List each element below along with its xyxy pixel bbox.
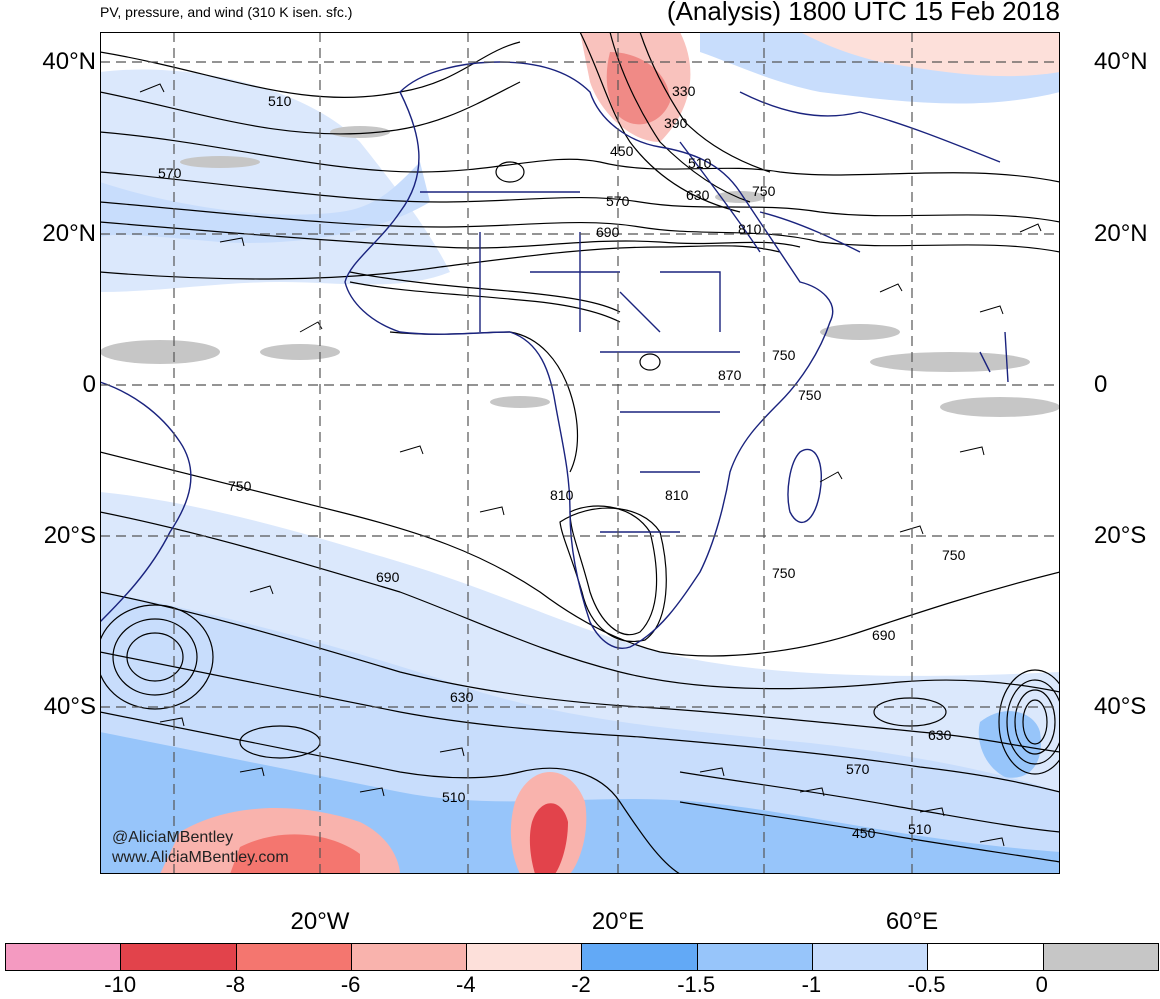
wind-barbs xyxy=(139,83,1042,847)
contour-label: 630 xyxy=(450,689,474,705)
colorbar-tick-label: -4 xyxy=(456,972,476,997)
colorbar-tick-label: -8 xyxy=(225,972,246,997)
contour-label: 690 xyxy=(872,627,896,643)
credit-website: www.AliciaMBentley.com xyxy=(112,849,289,866)
contour-label: 750 xyxy=(772,565,796,581)
colorbar-segment xyxy=(6,944,122,970)
contour-label: 870 xyxy=(718,367,742,383)
colorbar-tick-label: 0 xyxy=(1035,972,1048,997)
contour-label: 510 xyxy=(908,821,932,837)
lat-label-left: 40°N xyxy=(42,48,96,75)
contour-label: 750 xyxy=(752,183,776,199)
contour-label: 810 xyxy=(738,221,762,237)
map-subtitle: PV, pressure, and wind (310 K isen. sfc.… xyxy=(100,4,353,20)
contour-label: 570 xyxy=(606,193,630,209)
pv-shading xyxy=(100,32,1060,874)
colorbar-segment xyxy=(467,944,583,970)
contour-label: 510 xyxy=(268,93,292,109)
map-frame xyxy=(100,32,1060,874)
lat-label-right: 0 xyxy=(1094,371,1108,398)
map-panel: 510 570 330 390 450 510 570 630 750 690 … xyxy=(100,32,1060,874)
colorbar-segment xyxy=(236,944,352,970)
lat-label-right: 20°N xyxy=(1094,220,1148,247)
credit-text: @AliciaMBentley www.AliciaMBentley.com xyxy=(112,828,289,868)
map-title: (Analysis) 1800 UTC 15 Feb 2018 xyxy=(666,0,1060,26)
contour-label: 450 xyxy=(852,825,876,841)
coastlines xyxy=(100,61,1009,649)
colorbar-segment xyxy=(582,944,698,970)
contour-label: 750 xyxy=(798,387,822,403)
contour-label: 810 xyxy=(665,487,689,503)
colorbar xyxy=(5,943,1159,971)
contour-label: 750 xyxy=(772,347,796,363)
colorbar-tick-label: -10 xyxy=(104,972,137,997)
colorbar-segment xyxy=(928,944,1044,970)
lat-label-left: 20°N xyxy=(42,220,96,247)
contour-label: 630 xyxy=(928,727,952,743)
lat-label-left: 20°S xyxy=(43,522,96,549)
colorbar-tick-label: -2 xyxy=(571,972,591,997)
contour-label: 630 xyxy=(686,187,710,203)
contour-label: 570 xyxy=(158,165,182,181)
contour-labels: 510 570 330 390 450 510 570 630 750 690 … xyxy=(158,83,966,841)
contour-label: 330 xyxy=(672,83,696,99)
lat-label-left: 40°S xyxy=(43,693,96,720)
colorbar-tick-label: -1 xyxy=(801,972,822,997)
colorbar-segment xyxy=(1043,944,1158,970)
lat-label-left: 0 xyxy=(82,371,96,398)
colorbar-segment xyxy=(351,944,468,970)
contour-label: 450 xyxy=(610,143,634,159)
lon-label: 20°W xyxy=(290,908,350,935)
colorbar-tick-label: -0.5 xyxy=(907,972,946,997)
contour-label: 510 xyxy=(442,789,466,805)
graticule xyxy=(100,32,1060,874)
contour-label: 810 xyxy=(550,487,574,503)
map-canvas: 510 570 330 390 450 510 570 630 750 690 … xyxy=(100,32,1060,874)
colorbar-tick-label: -6 xyxy=(340,972,361,997)
contour-label: 750 xyxy=(942,547,966,563)
colorbar-segment xyxy=(813,944,929,970)
contour-label: 690 xyxy=(596,224,620,240)
lon-label: 20°E xyxy=(591,908,645,935)
contour-label: 510 xyxy=(688,155,712,171)
lat-label-right: 40°N xyxy=(1094,48,1148,75)
colorbar-tick-label: -1.5 xyxy=(677,972,716,997)
contour-label: 690 xyxy=(376,569,400,585)
colorbar-segment xyxy=(121,944,237,970)
lat-label-right: 40°S xyxy=(1094,693,1147,720)
lat-label-right: 20°S xyxy=(1094,522,1147,549)
pressure-contours xyxy=(100,32,1060,874)
colorbar-segment xyxy=(697,944,814,970)
contour-label: 750 xyxy=(228,478,252,494)
credit-handle: @AliciaMBentley xyxy=(112,829,234,846)
contour-label: 570 xyxy=(846,761,870,777)
contour-label: 390 xyxy=(664,115,688,131)
lon-label: 60°E xyxy=(885,908,939,935)
